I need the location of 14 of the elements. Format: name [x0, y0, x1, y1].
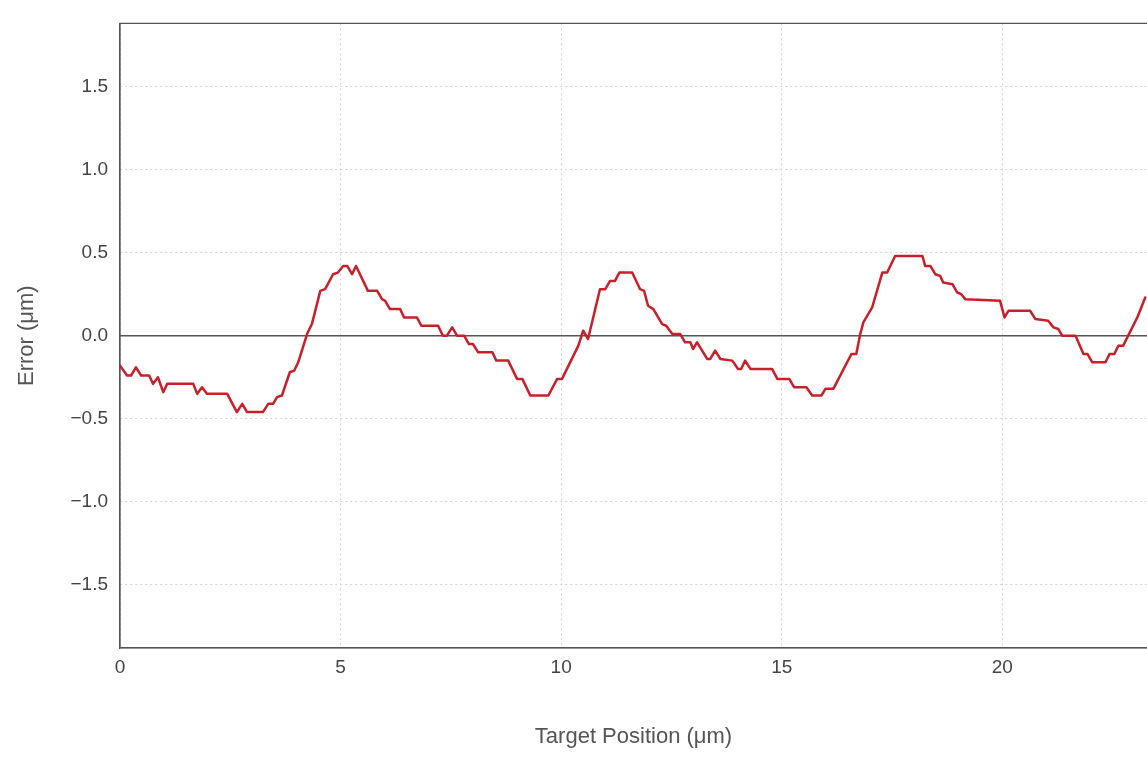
y-tick-label: 0.5 [81, 240, 108, 262]
y-tick-label: −1.5 [70, 573, 108, 595]
y-tick-label: 0.0 [81, 323, 108, 345]
x-tick-label: 10 [550, 655, 572, 677]
x-tick-label: 0 [114, 655, 126, 677]
x-tick-label: 15 [771, 655, 793, 677]
x-tick-label: 20 [991, 655, 1013, 677]
x-tick-label: 5 [335, 655, 346, 677]
x-axis-title: Target Position (μm) [534, 722, 733, 748]
y-tick-label: −1.0 [70, 490, 108, 512]
y-tick-label: 1.0 [81, 157, 108, 179]
y-tick-label: −0.5 [70, 406, 108, 428]
y-axis-title: Error (μm) [13, 285, 39, 387]
y-tick-label: 1.5 [81, 74, 108, 96]
